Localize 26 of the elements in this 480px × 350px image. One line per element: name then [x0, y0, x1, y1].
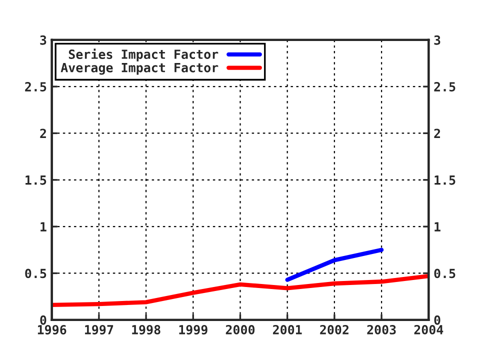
x-tick-label: 2002	[320, 324, 348, 334]
y2-tick-label: 0.5	[434, 268, 456, 278]
y2-tick-label: 2	[434, 128, 440, 138]
y-tick-label: 1.5	[26, 176, 46, 185]
x-tick-label: 2003	[367, 324, 396, 334]
x-tick-label: 2004	[414, 324, 444, 334]
y2-tick-label: 2.5	[434, 82, 456, 92]
legend-label: Series Impact Factor	[68, 48, 218, 62]
y2-tick-label: 0	[434, 315, 440, 325]
x-tick-label: 1998	[132, 324, 160, 334]
x-tick-label: 1996	[38, 324, 66, 334]
y2-tick-label: 3	[434, 35, 440, 45]
x-tick-label: 2001	[272, 324, 302, 334]
y-tick-label: 3	[40, 35, 46, 45]
y-tick-label: 2.5	[25, 82, 46, 92]
y-tick-label: 2	[40, 128, 46, 138]
x-tick-label: 1997	[85, 325, 114, 334]
x-tick-label: 2000	[226, 324, 255, 334]
y-tick-label: 0.5	[25, 268, 46, 278]
y-tick-label: 1	[40, 222, 46, 232]
y2-tick-label: 1	[434, 222, 440, 232]
x-tick-label: 1999	[179, 325, 208, 334]
legend-label: Average Impact Factor	[60, 63, 218, 75]
y-tick-label: 0	[40, 315, 46, 325]
line-series	[52, 274, 429, 308]
y2-tick-label: 1.5	[434, 176, 456, 185]
